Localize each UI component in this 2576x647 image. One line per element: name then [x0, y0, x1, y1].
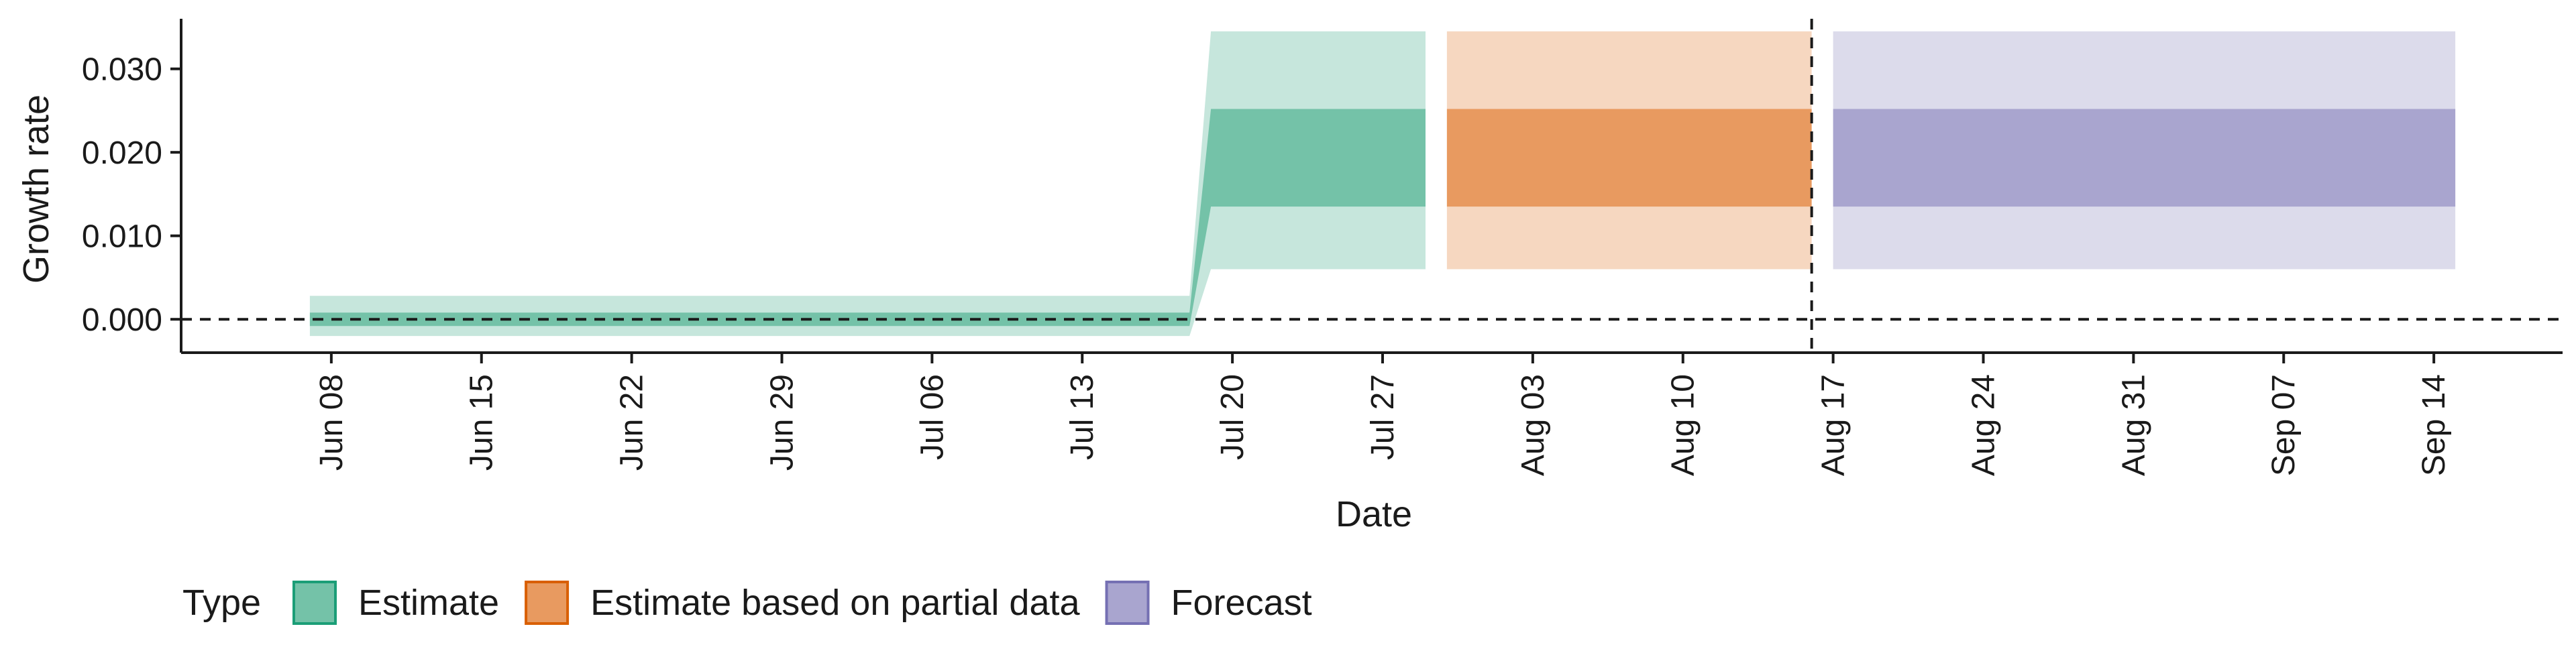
x-tick-label: Aug 24 — [1966, 374, 2002, 476]
x-tick-label: Jul 20 — [1215, 374, 1250, 460]
x-axis-label: Date — [1336, 494, 1412, 534]
legend-key-estimate-based-on-partial-data — [525, 581, 570, 625]
legend-key-forecast — [1105, 581, 1150, 625]
band-inner-estimate-based-on-partial-data — [1446, 109, 1812, 207]
legend-key-estimate — [292, 581, 337, 625]
band-inner-forecast — [1833, 109, 2456, 207]
reference-lines-layer — [181, 19, 2563, 353]
x-tick-label: Sep 14 — [2416, 374, 2452, 476]
x-tick-label: Sep 07 — [2266, 374, 2302, 476]
legend-label-estimate-based-on-partial-data: Estimate based on partial data — [590, 583, 1080, 623]
x-tick-label: Jul 13 — [1065, 374, 1100, 460]
x-tick-label: Jun 08 — [314, 374, 350, 471]
x-tick-label: Jul 06 — [914, 374, 950, 460]
x-tick-label: Aug 31 — [2116, 374, 2151, 476]
x-tick-label: Jul 27 — [1365, 374, 1401, 460]
x-tick-label: Aug 10 — [1666, 374, 1701, 476]
x-tick-label: Jun 15 — [464, 374, 500, 471]
y-tick-label: 0.000 — [82, 302, 162, 338]
legend: Type Estimate Estimate based on partial d… — [182, 581, 1312, 625]
y-axis-label: Growth rate — [16, 95, 56, 284]
band-outer-estimate — [309, 31, 1426, 337]
x-tick-label: Jun 29 — [765, 374, 800, 471]
legend-label-estimate: Estimate — [358, 583, 499, 623]
legend-label-forecast: Forecast — [1171, 583, 1312, 623]
legend-title: Type — [182, 583, 261, 623]
x-tick-label: Jun 22 — [614, 374, 650, 471]
x-tick-label: Aug 03 — [1515, 374, 1551, 476]
bands-layer — [309, 31, 2456, 337]
x-tick-label: Aug 17 — [1816, 374, 1851, 476]
y-tick-label: 0.010 — [82, 219, 162, 255]
y-tick-label: 0.030 — [82, 52, 162, 88]
axes-layer: 0.000 0.010 0.020 0.030 Jun 08 Jun 15 Jun 22 Ju… — [82, 19, 2563, 476]
y-tick-label: 0.020 — [82, 135, 162, 171]
band-inner-estimate — [309, 109, 1426, 327]
